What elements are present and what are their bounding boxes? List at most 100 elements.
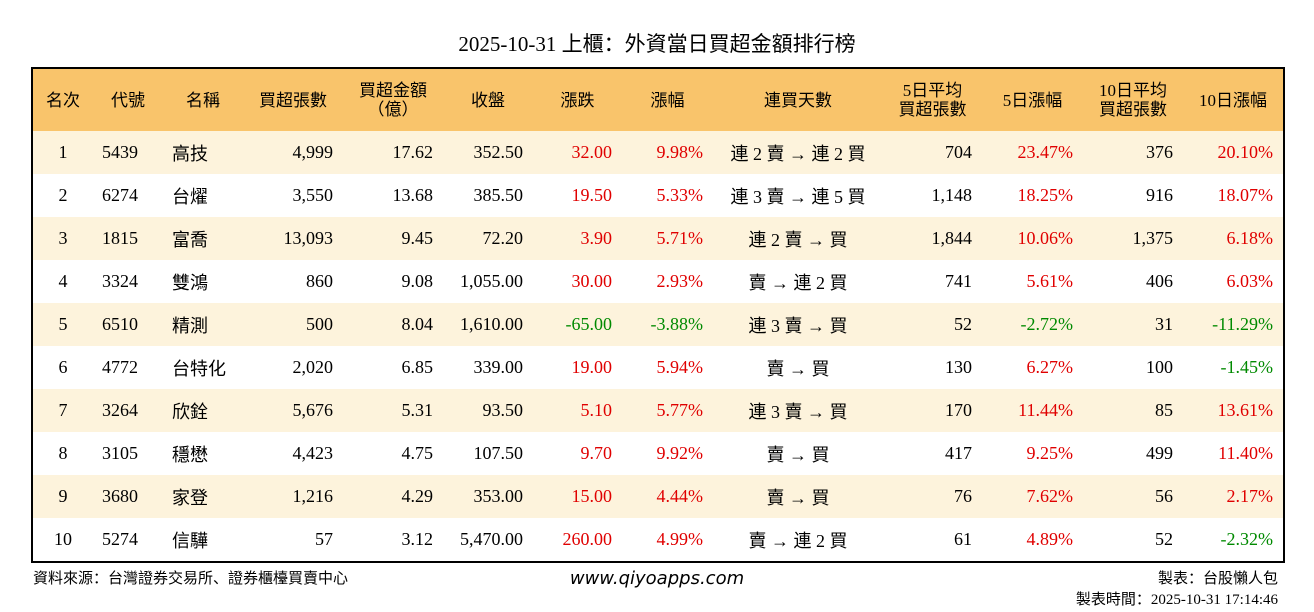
table-cell: 9.45 xyxy=(401,228,434,248)
table-cell: 3324 xyxy=(102,271,138,291)
table-row: 2 6274 台燿 3,550 13.68 385.50 19.50 5.33% 連 3 賣 →… xyxy=(32,174,1284,217)
table-cell: 52 xyxy=(1155,529,1173,549)
table-row: 6 4772 台特化 2,020 6.85 339.00 19.00 5.94% 賣 → 買 13… xyxy=(32,346,1284,389)
table-cell: 3680 xyxy=(102,486,138,506)
table-cell: 信驊 xyxy=(172,530,208,551)
table-cell: 31 xyxy=(1155,314,1173,334)
header-cell: 代號 xyxy=(111,90,145,110)
table-row: 5 6510 精測 500 8.04 1,610.00 -65.00 -3.88% 連 3 賣 … xyxy=(32,303,1284,346)
header-cell: 連買天數 xyxy=(764,90,832,110)
table-cell: -2.72% xyxy=(1020,314,1074,334)
table-cell: 499 xyxy=(1146,443,1173,463)
header-line: 5日平均 xyxy=(902,81,963,100)
header-line: （億） xyxy=(367,100,419,119)
table-cell: 1815 xyxy=(102,228,138,248)
table-cell: -1.45% xyxy=(1220,357,1274,377)
table-cell: 賣 → 連 2 買 xyxy=(748,530,848,551)
table-cell: 5.31 xyxy=(401,400,434,420)
table-cell: 30.00 xyxy=(571,271,613,291)
table-cell: 連 2 賣 → 買 xyxy=(748,229,848,250)
table-cell: 精測 xyxy=(172,315,208,336)
table-cell: 9.92% xyxy=(656,443,704,463)
header-line: 買超張數 xyxy=(1099,100,1167,119)
table-cell: 台特化 xyxy=(172,358,226,379)
table-cell: 5.94% xyxy=(656,357,704,377)
table-row: 9 3680 家登 1,216 4.29 353.00 15.00 4.44% 賣 → 買 76 7… xyxy=(32,475,1284,518)
table-cell: 9.25% xyxy=(1026,443,1074,463)
header-line: 買超金額 xyxy=(359,81,427,100)
table-cell: 6.85 xyxy=(401,357,434,377)
table-cell: 4 xyxy=(58,271,68,291)
table-cell: 欣銓 xyxy=(172,401,208,422)
table-cell: 13,093 xyxy=(283,228,334,248)
table-cell: 4.99% xyxy=(656,529,704,549)
table-cell: 1,055.00 xyxy=(460,271,523,291)
table-cell: 5.33% xyxy=(656,185,704,205)
table-cell: 賣 → 連 2 買 xyxy=(748,272,848,293)
table-cell: 1,610.00 xyxy=(460,314,523,334)
site: www.qiyoapps.com xyxy=(569,568,745,589)
table-cell: 富喬 xyxy=(172,229,208,250)
table-cell: 57 xyxy=(315,529,333,549)
table-cell: 5.10 xyxy=(580,400,613,420)
table-row: 8 3105 穩懋 4,423 4.75 107.50 9.70 9.92% 賣 → 買 417 9… xyxy=(32,432,1284,475)
table-cell: 13.68 xyxy=(392,185,434,205)
table-cell: 2.17% xyxy=(1226,486,1274,506)
table-cell: 4.29 xyxy=(401,486,434,506)
table-cell: 1,844 xyxy=(931,228,973,248)
table-cell: 93.50 xyxy=(482,400,524,420)
table-cell: 4,423 xyxy=(292,443,334,463)
title: 2025-10-31 上櫃：外資當日買超金額排行榜 xyxy=(458,32,856,56)
table-cell: 15.00 xyxy=(571,486,613,506)
table-cell: 3.12 xyxy=(401,529,434,549)
table-cell: 連 3 賣 → 買 xyxy=(748,401,848,422)
table-cell: 賣 → 買 xyxy=(766,487,830,508)
table-cell: 704 xyxy=(945,142,972,162)
table-cell: 3.90 xyxy=(580,228,613,248)
table-cell: 860 xyxy=(306,271,333,291)
table-cell: 8.04 xyxy=(401,314,434,334)
table-cell: 260.00 xyxy=(562,529,613,549)
table-cell: 406 xyxy=(1146,271,1173,291)
table-cell: 23.47% xyxy=(1017,142,1074,162)
maker: 製表：台股懶人包 xyxy=(1157,571,1278,587)
table-cell: 2 xyxy=(58,185,68,205)
table-cell: 5.77% xyxy=(656,400,704,420)
table-cell: 4,999 xyxy=(292,142,334,162)
header-line: 買超張數 xyxy=(898,100,967,119)
table-cell: 1,375 xyxy=(1132,228,1174,248)
table-cell: 賣 → 買 xyxy=(766,444,830,465)
table-cell: -11.29% xyxy=(1212,314,1273,334)
table-cell: 台燿 xyxy=(172,186,208,207)
table-cell: 130 xyxy=(945,357,972,377)
table-cell: 5.71% xyxy=(656,228,704,248)
table-cell: 5274 xyxy=(102,529,138,549)
table-cell: 10 xyxy=(54,529,72,549)
table-cell: 72.20 xyxy=(482,228,524,248)
table-cell: 19.50 xyxy=(571,185,613,205)
table-cell: 5.61% xyxy=(1026,271,1074,291)
table-cell: 7.62% xyxy=(1026,486,1074,506)
table-cell: 3105 xyxy=(102,443,138,463)
table-cell: 8 xyxy=(58,443,68,463)
table-cell: 6 xyxy=(58,357,68,377)
table-cell: 4772 xyxy=(102,357,138,377)
ranking-table: 名次 代號 名稱 買超張數 買超金額 （億） 收盤 漲跌 漲幅 連買天數 5日平均 買超張數 5日漲幅 1… xyxy=(31,67,1285,563)
table-row: 1 5439 高技 4,999 17.62 352.50 32.00 9.98% 連 2 賣 →… xyxy=(32,131,1284,174)
table-cell: 連 3 賣 → 買 xyxy=(748,315,848,336)
header-line: 10日平均 xyxy=(1099,81,1167,100)
table-cell: 5,676 xyxy=(292,400,334,420)
table-row: 4 3324 雙鴻 860 9.08 1,055.00 30.00 2.93% 賣 → 連 2 … xyxy=(32,260,1284,303)
table-cell: 9.70 xyxy=(580,443,613,463)
header-cell: 買超金額 （億） xyxy=(343,68,443,131)
table-cell: 170 xyxy=(945,400,972,420)
table-cell: 339.00 xyxy=(473,357,524,377)
table-cell: 3 xyxy=(58,228,68,248)
table-cell: 13.61% xyxy=(1217,400,1274,420)
table-cell: 56 xyxy=(1155,486,1173,506)
table-cell: -2.32% xyxy=(1220,529,1274,549)
table-cell: 穩懋 xyxy=(172,444,208,465)
table-cell: 18.25% xyxy=(1017,185,1074,205)
table-cell: 2.93% xyxy=(656,271,704,291)
table-cell: 連 2 賣 → 連 2 買 xyxy=(730,143,866,164)
